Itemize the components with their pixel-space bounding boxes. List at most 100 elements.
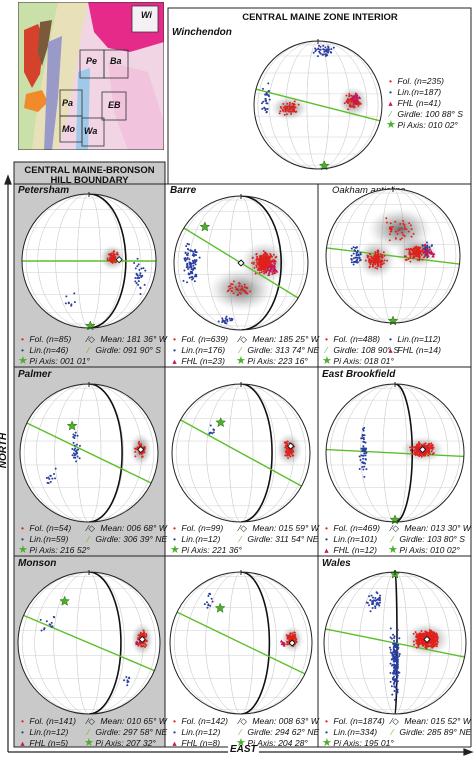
foliation-point [432, 639, 435, 642]
foliation-point [414, 454, 417, 457]
foliation-point [370, 256, 373, 259]
lineation-point [144, 269, 147, 272]
fhl-point [431, 254, 435, 258]
foliation-point [426, 643, 429, 646]
girdle-symbol-icon: ⁄ [389, 109, 392, 119]
foliation-point [368, 252, 371, 255]
foliation-point [412, 232, 415, 235]
foliation-point [412, 248, 415, 251]
lineation-point [324, 46, 327, 49]
foliation-point [294, 111, 297, 113]
foliation-point [410, 248, 413, 251]
lineation-point [78, 457, 81, 460]
foliation-point [291, 108, 294, 111]
lineation-point [67, 301, 70, 304]
lineation-point [398, 653, 401, 656]
fhl-point [135, 642, 139, 646]
fhl-point [350, 97, 354, 101]
lineation-point [71, 454, 74, 457]
fhl-point [357, 96, 362, 100]
lineation-point [190, 268, 193, 271]
foliation-point [428, 645, 430, 647]
foliation-point [398, 228, 401, 231]
lineation-point [326, 54, 329, 57]
foliation-point [289, 108, 292, 111]
legend-text: Lin.(n=112) [395, 334, 441, 344]
foliation-point [410, 235, 413, 238]
fhl-point [270, 265, 274, 269]
lineation-point [193, 267, 196, 270]
foliation-point [372, 263, 375, 266]
legend-item-eastbrookfield-mean: ⁄◇ Mean: 013 30° W [388, 523, 471, 534]
legend-text: Lin.(n=12) [27, 727, 69, 737]
mean-symbol-icon: ⁄◇ [238, 716, 248, 726]
lineation-point [192, 277, 195, 280]
lineation-point [134, 280, 137, 283]
lineation-point [374, 596, 377, 599]
foliation-point [418, 641, 421, 644]
fol-symbol-icon: • [324, 523, 328, 533]
lineation-point [188, 258, 191, 261]
fhl-point [281, 641, 285, 645]
lineation-point [355, 251, 358, 254]
lineation-point [74, 431, 77, 434]
legend-text: Pi Axis: 216 52° [27, 545, 90, 555]
legend-text: Fol. (n=141) [27, 716, 76, 726]
foliation-point [401, 231, 404, 234]
legend-text: Pi Axis: 001 01° [27, 356, 90, 366]
legend-text: Girdle: 294 62° NE [245, 727, 320, 737]
panel-title-eastbrookfield: East Brookfield [322, 369, 396, 380]
lineation-point [372, 596, 375, 599]
girdle-symbol-icon: ⁄ [87, 345, 90, 355]
lineation-point [365, 601, 368, 604]
foliation-point [226, 290, 229, 293]
legend-item-petersham-pi: ★ Pi Axis: 001 01° [18, 356, 90, 367]
foliation-point [232, 280, 235, 283]
foliation-point [425, 450, 428, 453]
legend-text: Pi Axis: 207 32° [93, 738, 156, 748]
lineation-point [228, 317, 231, 320]
foliation-point [290, 113, 293, 115]
foliation-point [243, 286, 246, 288]
lineation-point [75, 451, 78, 454]
lineation-point [125, 676, 128, 679]
foliation-point [270, 261, 272, 264]
foliation-point [286, 454, 289, 457]
foliation-point [403, 225, 406, 228]
lineation-point [369, 599, 372, 602]
foliation-point [416, 635, 419, 637]
foliation-point [413, 251, 416, 254]
stereonet-winchendon [253, 39, 383, 171]
foliation-point [262, 250, 265, 252]
foliation-point [367, 259, 370, 262]
foliation-point [295, 641, 298, 644]
pi-axis-star [59, 595, 71, 606]
lineation-point [396, 629, 399, 632]
foliation-point [383, 254, 386, 257]
foliation-point [434, 640, 437, 643]
lineation-point [396, 659, 399, 662]
legend-text: Fol. (n=99) [179, 523, 224, 533]
map-label-eb: EB [108, 100, 121, 110]
legend-text: Pi Axis: 223 16° [245, 356, 308, 366]
foliation-point [343, 102, 346, 105]
foliation-point [249, 290, 251, 293]
foliation-point [109, 257, 112, 260]
foliation-point [134, 450, 137, 453]
lin-symbol-icon: • [172, 727, 176, 737]
foliation-point [418, 444, 421, 447]
foliation-point [428, 634, 430, 637]
foliation-point [418, 632, 421, 635]
foliation-point [280, 107, 283, 109]
legend-item-center2-girdle: ⁄ Girdle: 311 54° NE [236, 534, 319, 545]
legend-item-monson-pi: ★ Pi Axis: 207 32° [84, 738, 156, 749]
lineation-point [393, 681, 396, 684]
fhl-point [416, 447, 420, 451]
pi-symbol-icon: ★ [322, 355, 332, 367]
lineation-point [208, 592, 211, 595]
lineation-point [322, 53, 325, 56]
stereonet-palmer [19, 382, 159, 523]
foliation-point [377, 265, 380, 268]
foliation-point [264, 255, 267, 258]
lineation-point [45, 620, 48, 623]
